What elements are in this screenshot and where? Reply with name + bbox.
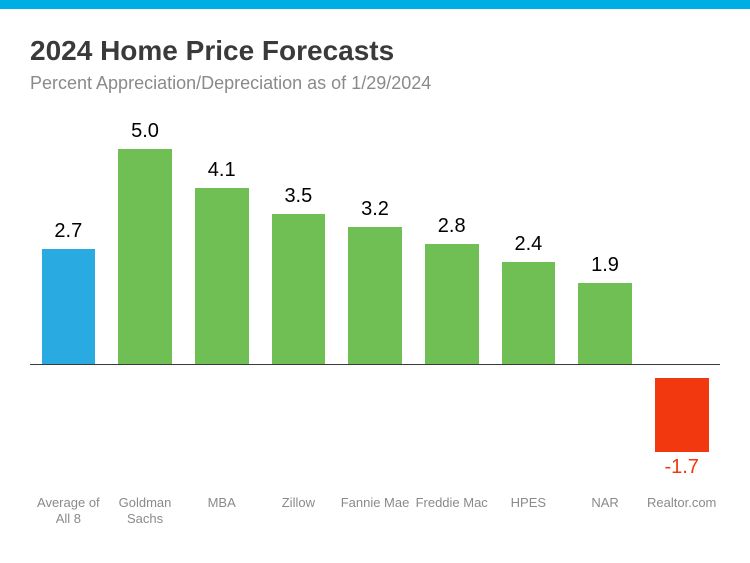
x-axis-label: MBA	[183, 489, 260, 543]
bar-value-label: 2.4	[490, 233, 567, 256]
bar	[42, 249, 96, 366]
bar	[655, 378, 709, 452]
bar-value-label: -1.7	[643, 456, 720, 479]
x-axis-label: Freddie Mac	[413, 489, 490, 543]
baseline	[30, 364, 720, 365]
bar-slot: 2.8	[413, 112, 490, 489]
x-axis-label: Goldman Sachs	[107, 489, 184, 543]
chart-frame: 2024 Home Price Forecasts Percent Apprec…	[0, 0, 750, 563]
xlabels-row: Average of All 8Goldman SachsMBAZillowFa…	[30, 489, 720, 543]
bar-slot: 5.0	[107, 112, 184, 489]
bar-slot: -1.7	[643, 112, 720, 489]
bar-value-label: 1.9	[567, 254, 644, 277]
chart-title: 2024 Home Price Forecasts	[30, 35, 720, 67]
bar	[272, 214, 326, 365]
bar	[578, 283, 632, 365]
bar-value-label: 3.5	[260, 185, 337, 208]
bar-value-label: 4.1	[183, 159, 260, 182]
bar	[502, 262, 556, 366]
bar-value-label: 3.2	[337, 198, 414, 221]
bar-slot: 3.2	[337, 112, 414, 489]
bar	[195, 188, 249, 365]
chart-area: 2.7 5.0 4.13.53.22.82.41.9 -1.7 Average of …	[30, 112, 720, 543]
x-axis-label: Fannie Mae	[337, 489, 414, 543]
bar	[348, 227, 402, 366]
bar	[425, 244, 479, 365]
x-axis-label: HPES	[490, 489, 567, 543]
bar-slot: 3.5	[260, 112, 337, 489]
x-axis-label: Zillow	[260, 489, 337, 543]
bar-value-label: 2.8	[413, 215, 490, 238]
bar-slot: 4.1	[183, 112, 260, 489]
x-axis-label: Average of All 8	[30, 489, 107, 543]
bar	[118, 149, 172, 365]
bars-row: 2.7 5.0 4.13.53.22.82.41.9 -1.7	[30, 112, 720, 489]
bar-value-label: 2.7	[30, 220, 107, 243]
bar-slot: 1.9	[567, 112, 644, 489]
x-axis-label: NAR	[567, 489, 644, 543]
bar-slot: 2.4	[490, 112, 567, 489]
bar-slot: 2.7	[30, 112, 107, 489]
bar-value-label: 5.0	[107, 120, 184, 143]
x-axis-label: Realtor.com	[643, 489, 720, 543]
chart-subtitle: Percent Appreciation/Depreciation as of …	[30, 73, 720, 94]
